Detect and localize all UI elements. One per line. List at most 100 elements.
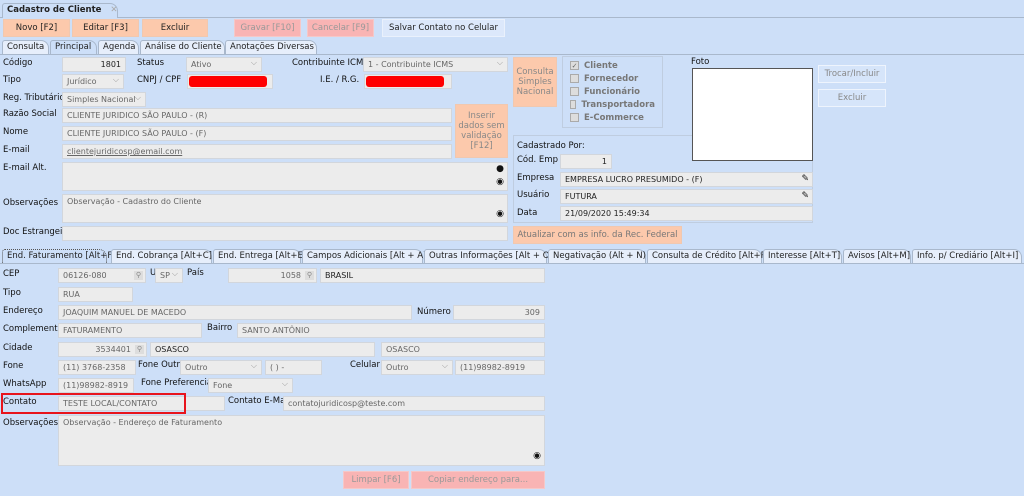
cod-emp-field[interactable]: 1 bbox=[560, 154, 612, 169]
cancelar-button[interactable]: Cancelar [F9] bbox=[307, 19, 374, 37]
uf-value: SP bbox=[160, 271, 170, 280]
cnpj-label: CNPJ / CPF bbox=[137, 75, 182, 85]
search-icon[interactable]: ⚲ bbox=[135, 345, 144, 354]
tab-consulta-credito[interactable]: Consulta de Crédito [Alt+R] bbox=[647, 249, 770, 263]
empresa-label: Empresa bbox=[517, 173, 555, 183]
doc-estrangeiro-field[interactable] bbox=[62, 226, 508, 241]
fone-field[interactable]: (11) 3768-2358 bbox=[58, 360, 136, 375]
tab-end-faturamento[interactable]: End. Faturamento [Alt+F] bbox=[2, 249, 116, 263]
eye-icon[interactable]: ◉ bbox=[533, 451, 541, 461]
contato-email-field[interactable]: contatojuridicosp@teste.com bbox=[283, 396, 545, 411]
cidade-alt-field: OSASCO bbox=[381, 342, 545, 357]
cep-field[interactable]: 06126-080 ⚲ bbox=[58, 268, 146, 283]
trocar-foto-button[interactable]: Trocar/Incluir bbox=[818, 65, 886, 83]
codigo-field[interactable]: 1801 bbox=[62, 57, 126, 72]
pais-code-field[interactable]: 1058 ⚲ bbox=[228, 268, 317, 283]
tab-end-cobranca[interactable]: End. Cobrança [Alt+C] bbox=[111, 249, 212, 263]
tipo-logradouro-label: Tipo bbox=[3, 288, 21, 298]
celular-tipo-select[interactable]: Outro bbox=[381, 360, 453, 375]
checkbox-icon bbox=[570, 113, 579, 122]
tab-negativacao[interactable]: Negativação (Alt + N) bbox=[548, 249, 646, 263]
contato-label: Contato bbox=[3, 397, 37, 407]
limpar-button[interactable]: Limpar [F6] bbox=[343, 471, 409, 489]
tab-interesse[interactable]: Interesse [Alt+T] bbox=[763, 249, 842, 263]
obs-endereco-label: Observações bbox=[3, 418, 59, 428]
fone-preferencial-select[interactable]: Fone bbox=[208, 378, 293, 393]
checkbox-label: Transportadora bbox=[581, 99, 655, 110]
novo-button[interactable]: Novo [F2] bbox=[3, 19, 70, 37]
uf-select[interactable]: SP bbox=[155, 268, 183, 283]
reg-tributario-select[interactable]: Simples Nacional bbox=[62, 92, 146, 107]
complemento-label: Complemento bbox=[3, 324, 63, 334]
email-label: E-mail bbox=[3, 145, 30, 155]
checkbox-ecommerce[interactable]: E-Commerce bbox=[570, 111, 655, 124]
eye-icon[interactable]: ◉ bbox=[496, 209, 504, 219]
close-icon[interactable]: ✕ bbox=[110, 5, 118, 15]
endereco-field[interactable]: JOAQUIM MANUEL DE MACEDO bbox=[58, 305, 412, 320]
tab-analise-cliente[interactable]: Análise do Cliente bbox=[140, 40, 225, 54]
cnpj-field[interactable] bbox=[187, 74, 273, 89]
tab-campos-adicionais[interactable]: Campos Adicionais [Alt + A] bbox=[302, 249, 426, 263]
empresa-field[interactable]: EMPRESA LUCRO PRESUMIDO - (F) ✎ bbox=[560, 172, 813, 187]
cidade-code-field[interactable]: 3534401 ⚲ bbox=[58, 342, 147, 357]
tab-outras-informacoes[interactable]: Outras Informações [Alt + O] bbox=[424, 249, 553, 263]
tab-principal[interactable]: Principal bbox=[50, 40, 97, 54]
checkbox-funcionario[interactable]: Funcionário bbox=[570, 85, 655, 98]
status-select[interactable]: Ativo bbox=[186, 57, 262, 72]
obs-field[interactable]: Observação - Cadastro do Cliente ◉ bbox=[62, 194, 508, 223]
whatsapp-field[interactable]: (11)98982-8919 bbox=[58, 378, 134, 393]
pencil-icon[interactable]: ✎ bbox=[801, 191, 809, 201]
nome-field[interactable]: CLIENTE JURIDICO SÃO PAULO - (F) bbox=[62, 126, 452, 141]
checkbox-icon bbox=[570, 87, 579, 96]
comment-icon[interactable]: ● bbox=[496, 164, 504, 174]
eye-icon[interactable]: ◉ bbox=[496, 177, 504, 187]
numero-field[interactable]: 309 bbox=[453, 305, 545, 320]
bairro-label: Bairro bbox=[207, 323, 233, 333]
tab-end-entrega[interactable]: End. Entrega [Alt+E] bbox=[213, 249, 306, 263]
checkbox-transportadora[interactable]: Transportadora bbox=[570, 98, 655, 111]
obs-endereco-field[interactable]: Observação - Endereço de Faturamento ◉ bbox=[58, 415, 545, 466]
atualizar-receita-button[interactable]: Atualizar com as info. da Rec. Federal bbox=[513, 226, 682, 244]
checkbox-icon bbox=[570, 74, 579, 83]
contato-field[interactable]: TESTE LOCAL/CONTATO bbox=[58, 396, 225, 411]
cidade-code-value: 3534401 bbox=[95, 345, 131, 354]
pencil-icon[interactable]: ✎ bbox=[801, 174, 809, 184]
tab-anotacoes-diversas[interactable]: Anotações Diversas bbox=[225, 40, 317, 54]
tipo-select[interactable]: Jurídico bbox=[62, 74, 124, 89]
razao-field[interactable]: CLIENTE JURIDICO SÃO PAULO - (R) bbox=[62, 108, 452, 123]
ie-field[interactable] bbox=[364, 74, 452, 89]
tipo-logradouro-field[interactable]: RUA bbox=[58, 287, 133, 302]
tab-info-crediario[interactable]: Info. p/ Crediário [Alt+I] bbox=[912, 249, 1022, 263]
icms-select[interactable]: 1 - Contribuinte ICMS bbox=[363, 57, 508, 72]
email-alt-field[interactable]: ● ◉ bbox=[62, 162, 508, 191]
excluir-button[interactable]: Excluir bbox=[142, 19, 208, 37]
data-field: 21/09/2020 15:49:34 bbox=[560, 206, 813, 221]
tab-avisos[interactable]: Avisos [Alt+M] bbox=[843, 249, 911, 263]
consulta-simples-button[interactable]: Consulta Simples Nacional bbox=[513, 57, 557, 107]
excluir-foto-button[interactable]: Excluir bbox=[818, 89, 886, 107]
cep-label: CEP bbox=[3, 269, 20, 279]
celular-tipo-value: Outro bbox=[386, 363, 409, 372]
celular-field[interactable]: (11)98982-8919 bbox=[455, 360, 545, 375]
checkbox-fornecedor[interactable]: Fornecedor bbox=[570, 72, 655, 85]
usuario-field[interactable]: FUTURA ✎ bbox=[560, 189, 813, 204]
gravar-button[interactable]: Gravar [F10] bbox=[234, 19, 301, 37]
bairro-field[interactable]: SANTO ANTÔNIO bbox=[237, 323, 545, 338]
checkbox-cliente[interactable]: ✓ Cliente bbox=[570, 59, 655, 72]
cidade-label: Cidade bbox=[3, 343, 33, 353]
fone-outro-tipo-select[interactable]: Outro bbox=[180, 360, 262, 375]
fone-outro-field[interactable]: ( ) - bbox=[265, 360, 322, 375]
complemento-field[interactable]: FATURAMENTO bbox=[58, 323, 202, 338]
editar-button[interactable]: Editar [F3] bbox=[72, 19, 139, 37]
nome-label: Nome bbox=[3, 127, 29, 137]
inserir-sem-validacao-button[interactable]: Inserir dados sem validação [F12] bbox=[455, 104, 508, 158]
copiar-endereco-button[interactable]: Copiar endereço para... bbox=[411, 471, 545, 489]
search-icon[interactable]: ⚲ bbox=[134, 271, 143, 280]
email-field[interactable]: clientejuridicosp@email.com bbox=[62, 144, 452, 159]
search-icon[interactable]: ⚲ bbox=[305, 271, 314, 280]
reg-tributario-label: Reg. Tributário bbox=[3, 93, 65, 103]
salvar-contato-celular-button[interactable]: Salvar Contato no Celular bbox=[382, 19, 505, 37]
window-tab[interactable]: Cadastro de Cliente ✕ bbox=[2, 3, 118, 18]
tab-consulta[interactable]: Consulta bbox=[2, 40, 49, 54]
tab-agenda[interactable]: Agenda bbox=[98, 40, 139, 54]
